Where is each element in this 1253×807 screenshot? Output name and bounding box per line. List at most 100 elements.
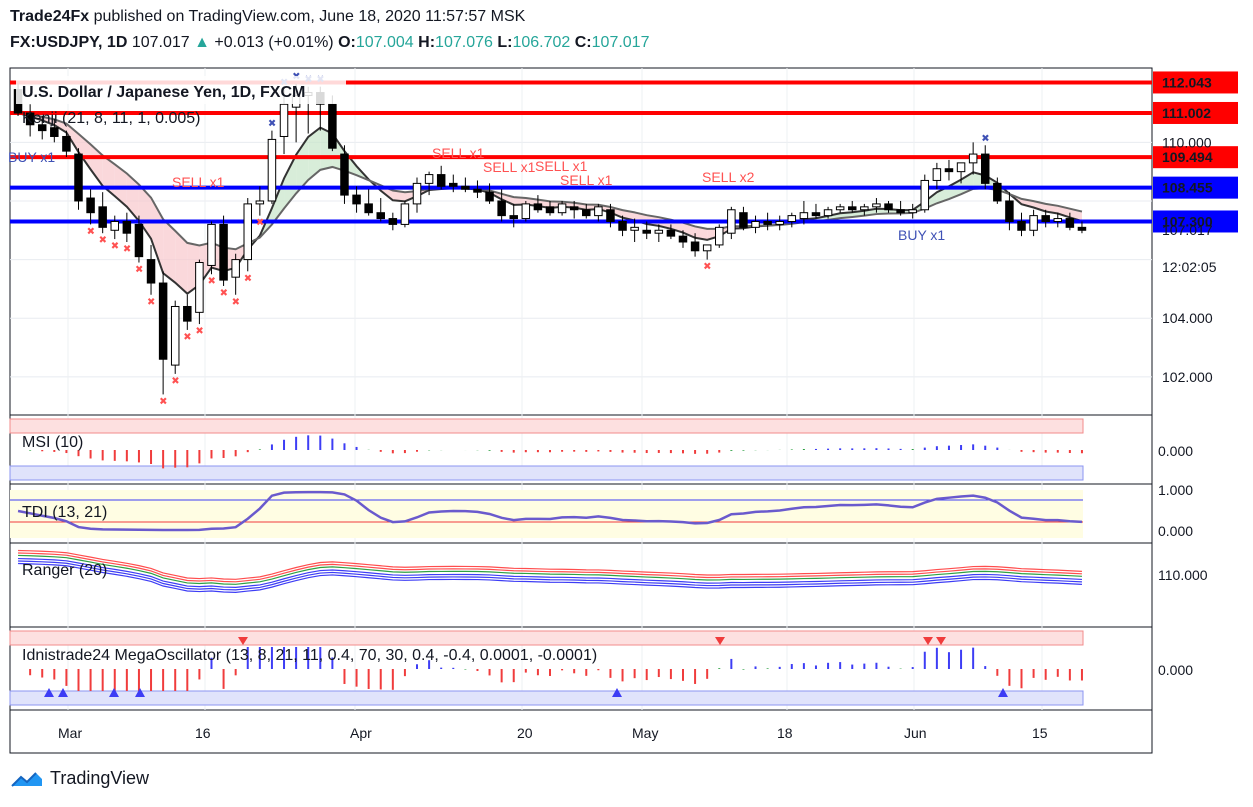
mega-upper-band <box>9 630 1084 646</box>
ranger-band-line <box>18 562 1082 593</box>
tradingview-brand[interactable]: TradingView <box>10 768 149 789</box>
candle <box>424 171 434 196</box>
mega-sell-triangle-icon <box>936 637 946 645</box>
level-price-badge <box>1153 176 1238 199</box>
time-tick-label: 16 <box>195 725 211 741</box>
candle <box>436 165 446 190</box>
price-tick-label: 112.043 <box>1162 74 1212 90</box>
mega-buy-triangle-icon <box>109 688 119 697</box>
candle <box>944 159 954 181</box>
msi-upper-band <box>9 418 1084 434</box>
ranger-label: Ranger (20) <box>22 562 107 579</box>
candle <box>582 203 591 219</box>
sell-cross-icon: ✖ <box>256 218 264 229</box>
candle <box>122 212 132 242</box>
kenji-cloud-segment <box>175 230 188 294</box>
candle <box>62 130 71 157</box>
candle <box>243 198 253 272</box>
mega-buy-triangle-icon <box>612 688 622 697</box>
mega-lower-band <box>9 690 1084 706</box>
ranger-band-line <box>18 554 1082 585</box>
sell-cross-icon: ✖ <box>220 288 228 299</box>
price-tick-label: 107.017 <box>1162 222 1213 238</box>
mega-buy-triangle-icon <box>58 688 68 697</box>
sell-cross-icon: ✖ <box>111 241 119 252</box>
sell-cross-icon: ✖ <box>159 396 167 407</box>
candle <box>727 206 736 240</box>
time-tick-label: Jun <box>904 725 927 741</box>
candle <box>606 203 615 228</box>
mega-sell-triangle-icon <box>238 637 248 645</box>
kenji-cloud-segment <box>114 164 127 207</box>
sell-cross-icon: ✖ <box>207 276 215 287</box>
price-tick-label: 12:02:05 <box>1162 259 1217 275</box>
candle <box>134 215 144 263</box>
sell-cross-icon: ✖ <box>244 273 252 284</box>
ranger-band-line <box>18 549 1082 580</box>
candlesticks <box>13 83 1087 395</box>
price-tick-label: 110.000 <box>1162 134 1212 150</box>
tdi-tick-0: 0.000 <box>1158 523 1193 539</box>
tdi-label: TDI (13, 21) <box>22 504 107 521</box>
signal-label: SELL x1 <box>535 158 588 174</box>
sell-cross-icon: ✖ <box>99 235 107 246</box>
publisher-name[interactable]: Trade24Fx <box>10 8 90 25</box>
signal-label: BUY x1 <box>898 227 945 243</box>
signal-label: SELL x1 <box>560 172 613 188</box>
candle <box>787 212 797 228</box>
mega-sell-triangle-icon <box>923 637 933 645</box>
signal-label: SELL x1 <box>172 174 225 190</box>
msi-label: MSI (10) <box>22 434 83 451</box>
candle <box>449 174 458 193</box>
candle <box>739 206 748 231</box>
candle <box>74 148 83 210</box>
candle <box>364 189 373 216</box>
ranger-tick: 110.000 <box>1158 567 1208 583</box>
candle <box>618 215 627 237</box>
candle <box>37 115 47 140</box>
candle <box>388 212 398 231</box>
megaoscillator-tick: 0.000 <box>1158 662 1193 678</box>
kenji-cloud-segment <box>936 186 949 204</box>
symbol-name[interactable]: FX:USDJPY, 1D <box>10 34 128 51</box>
high-value: 107.076 <box>435 34 493 51</box>
mega-buy-triangle-icon <box>998 688 1008 697</box>
time-tick-label: Mar <box>58 725 82 741</box>
kenji-cloud-segment <box>308 127 321 180</box>
tdi-line <box>17 490 1083 532</box>
time-tick-label: 20 <box>517 725 533 741</box>
published-text: published on TradingView.com, June 18, 2… <box>93 8 526 25</box>
price-tick-label: 108.455 <box>1162 180 1213 196</box>
horizontal-levels[interactable] <box>10 80 1152 224</box>
sell-cross-icon: ✖ <box>195 326 203 337</box>
candle <box>461 177 470 193</box>
candle <box>1029 209 1038 237</box>
chart-title: U.S. Dollar / Japanese Yen, 1D, FXCM <box>22 84 305 101</box>
price-tick-label: 104.000 <box>1162 310 1213 326</box>
signal-label: SELL x2 <box>702 169 755 185</box>
msi-lower-band <box>9 465 1084 481</box>
kenji-label: Kenji (21, 8, 11, 1, 0.005) <box>22 110 200 127</box>
candle <box>594 203 603 222</box>
candle <box>666 224 676 240</box>
level-price-badge <box>1153 101 1238 124</box>
time-axis[interactable]: Mar 16 Apr 20 May 18 Jun 15 <box>58 725 1048 741</box>
signal-label: BUY x1 <box>8 149 55 165</box>
open-value: 107.004 <box>355 34 414 51</box>
time-tick-label: May <box>632 725 658 741</box>
candle <box>86 189 95 225</box>
last-price: 107.017 <box>131 34 190 51</box>
brand-name: TradingView <box>50 768 150 788</box>
candle <box>376 198 385 222</box>
candle <box>195 259 204 325</box>
candle <box>763 212 772 231</box>
candle <box>690 233 700 257</box>
candle <box>654 224 664 242</box>
price-tick-label: 107.300 <box>1162 213 1213 229</box>
close-label: C: <box>574 34 592 51</box>
candle <box>630 218 639 242</box>
candle <box>509 203 518 228</box>
candle <box>98 192 107 234</box>
